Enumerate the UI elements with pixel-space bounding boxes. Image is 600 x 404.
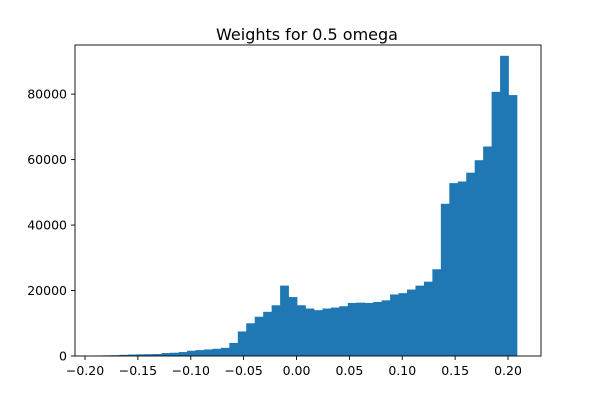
histogram-bar	[280, 286, 289, 356]
histogram-bar	[415, 286, 424, 356]
histogram-bar	[424, 282, 433, 356]
histogram-bar	[221, 348, 230, 356]
x-tick-label: 0.20	[494, 363, 522, 378]
y-tick-label: 20000	[27, 283, 67, 298]
chart-title: Weights for 0.5 omega	[216, 25, 398, 44]
histogram-bar	[305, 309, 314, 356]
x-tick-label: 0.15	[441, 363, 469, 378]
histogram-bar	[500, 56, 509, 356]
histogram-bar	[246, 323, 255, 356]
histogram-bar	[509, 95, 518, 356]
histogram-bar	[263, 312, 272, 356]
histogram-bar	[458, 182, 467, 356]
histogram-bar	[399, 293, 408, 356]
histogram-bar	[272, 305, 281, 356]
histogram-bar	[255, 317, 264, 356]
histogram-bar	[432, 269, 441, 356]
x-tick-label: −0.15	[119, 363, 157, 378]
histogram-bar	[322, 309, 331, 356]
y-tick-label: 0	[59, 349, 67, 364]
histogram-bar	[483, 146, 492, 356]
x-tick-label: −0.10	[172, 363, 210, 378]
histogram-bar	[466, 173, 475, 356]
histogram-bar	[348, 303, 357, 356]
histogram-bar	[475, 160, 484, 356]
histogram-bar	[449, 183, 458, 356]
x-tick-label: −0.05	[224, 363, 262, 378]
histogram-bar	[297, 305, 306, 356]
histogram-bar	[331, 308, 340, 356]
histogram-bar	[229, 343, 238, 356]
histogram-bar	[407, 290, 416, 356]
histogram-bar	[314, 310, 323, 356]
x-tick-label: 0.10	[388, 363, 416, 378]
histogram-bar	[238, 331, 247, 356]
histogram-bar	[170, 353, 179, 356]
x-tick-label: 0.05	[335, 363, 363, 378]
histogram-bar	[441, 204, 450, 356]
histogram-bar	[204, 349, 213, 356]
histogram-bar	[289, 297, 298, 356]
histogram-bar	[356, 303, 365, 356]
y-tick-label: 80000	[27, 87, 67, 102]
bars-layer	[94, 56, 517, 356]
x-tick-label: −0.20	[66, 363, 104, 378]
histogram-bar	[365, 303, 374, 356]
histogram-bar	[187, 351, 196, 356]
x-tick-label: 0.00	[283, 363, 311, 378]
y-tick-label: 60000	[27, 152, 67, 167]
histogram-bar	[492, 92, 501, 356]
histogram-bar	[339, 306, 348, 356]
histogram-bar	[179, 352, 188, 356]
histogram-bar	[212, 349, 221, 356]
histogram-bar	[382, 300, 391, 356]
y-tick-label: 40000	[27, 218, 67, 233]
histogram-bar	[196, 350, 205, 356]
histogram-bar	[390, 294, 399, 356]
histogram-bar	[373, 302, 382, 356]
